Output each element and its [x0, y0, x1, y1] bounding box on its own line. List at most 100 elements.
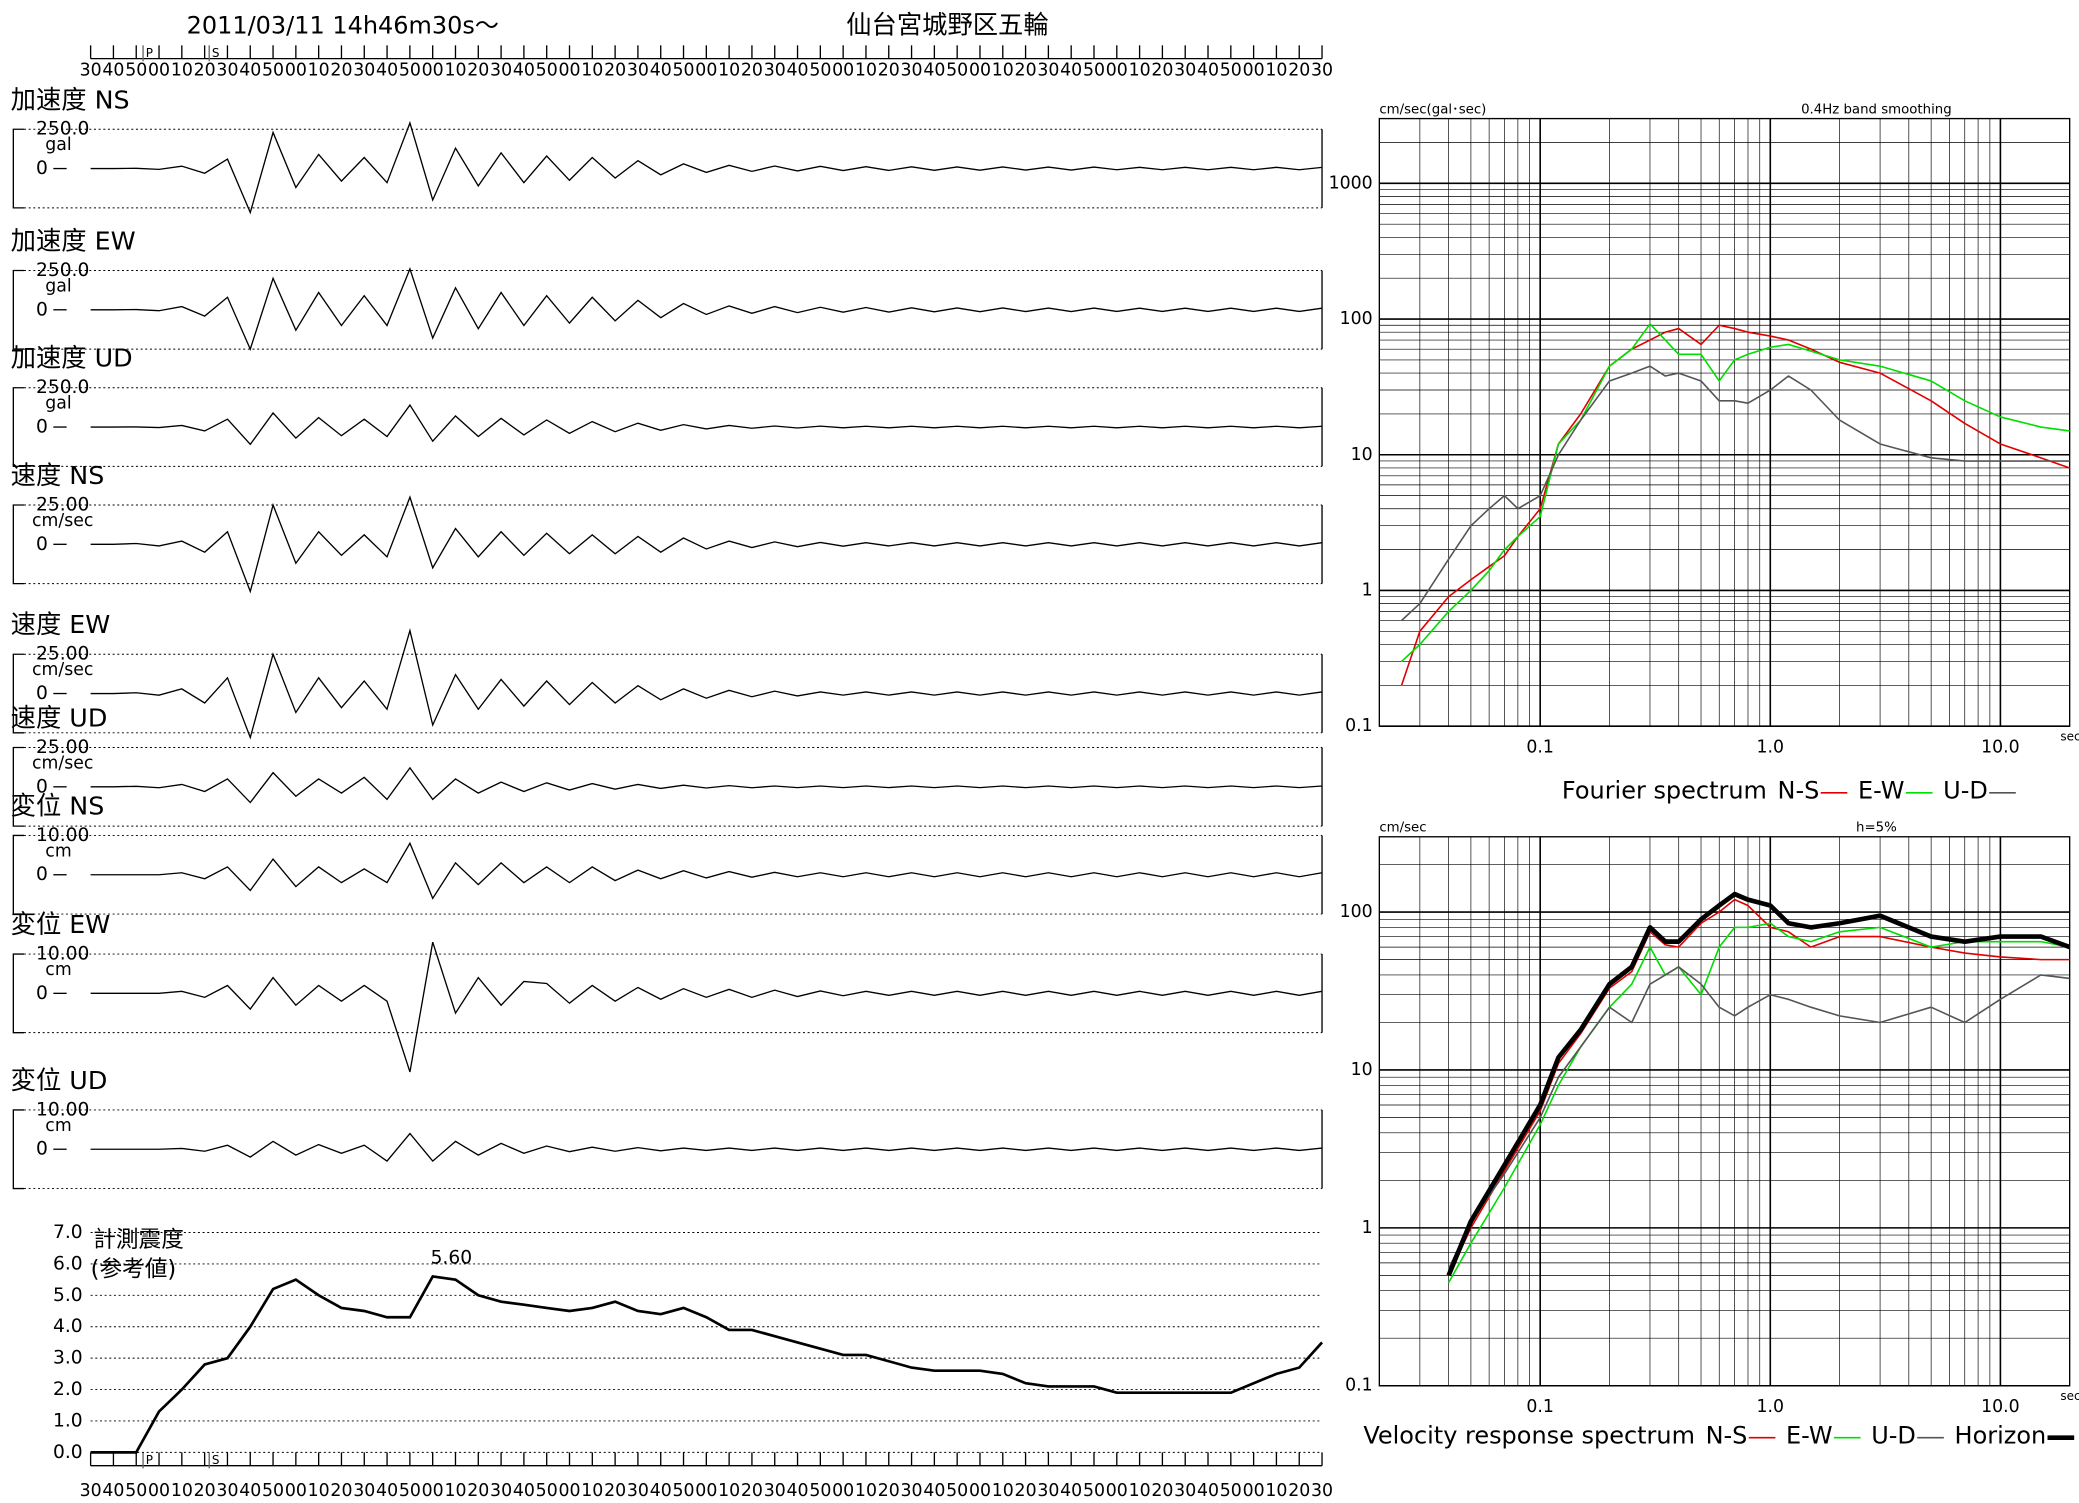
- x-tick-label: 10: [581, 61, 603, 81]
- legend-label: N-S: [1706, 1421, 1748, 1449]
- panel-label: 速度 NS: [11, 461, 105, 490]
- x-tick-label: 10: [171, 61, 193, 81]
- x-tick-label: 10: [1129, 1481, 1151, 1501]
- x-tick-label: 20: [1151, 1481, 1173, 1501]
- y-tick-label: 25.00: [36, 494, 89, 515]
- x-tick-label: 10: [1265, 61, 1287, 81]
- x-tick-label: 50: [536, 1481, 558, 1501]
- annotation: h=5%: [1856, 820, 1897, 835]
- panel-label: 変位 UD: [11, 1066, 108, 1095]
- waveform: [90, 941, 1323, 1073]
- y-tick-label: 0.1: [1345, 1376, 1373, 1396]
- x-tick-label: 10: [992, 61, 1014, 81]
- x-tick-label: 50: [673, 61, 695, 81]
- y-tick-label: 0: [36, 534, 48, 555]
- x-tick-label: 20: [1015, 1481, 1037, 1501]
- x-tick-label: 40: [923, 61, 945, 81]
- x-axis-label: sec: [2060, 729, 2079, 743]
- x-tick-label: 20: [194, 1481, 216, 1501]
- x-tick-label: 00: [832, 1481, 854, 1501]
- x-tick-label: 40: [1197, 1481, 1219, 1501]
- waveform: [90, 266, 1323, 351]
- x-tick-label: 20: [467, 61, 489, 81]
- x-tick-label: 50: [125, 61, 147, 81]
- legend-label: N-S: [1778, 776, 1820, 804]
- legend-title: Velocity response spectrum: [1363, 1421, 1695, 1449]
- x-tick-label: 00: [148, 1481, 170, 1501]
- x-tick-label: 20: [878, 1481, 900, 1501]
- y-tick-label: 10.00: [36, 944, 89, 965]
- waveform: [90, 403, 1323, 446]
- x-tick-label: 40: [376, 61, 398, 81]
- x-tick-label: 20: [194, 61, 216, 81]
- x-tick-label: 30: [627, 1481, 649, 1501]
- y-tick-label: 250.0: [36, 119, 89, 140]
- x-tick-label: 40: [650, 61, 672, 81]
- phase-marker-label: S: [212, 46, 220, 60]
- x-tick-label: 30: [901, 1481, 923, 1501]
- series-line: [1447, 966, 2070, 1270]
- y-tick-label: 0: [36, 864, 48, 885]
- x-tick-label: 10: [308, 1481, 330, 1501]
- x-tick-label: 20: [467, 1481, 489, 1501]
- x-tick-label: 50: [809, 1481, 831, 1501]
- x-tick-label: 40: [1197, 61, 1219, 81]
- x-tick-label: 50: [399, 1481, 421, 1501]
- x-tick-label: 50: [1220, 61, 1242, 81]
- panel-bracket: [12, 653, 24, 734]
- x-tick-label: 00: [148, 61, 170, 81]
- x-tick-label: 10: [171, 1481, 193, 1501]
- panel-bracket: [12, 1109, 24, 1190]
- x-tick-label: 1.0: [1757, 1397, 1785, 1417]
- panel-bracket: [12, 504, 24, 585]
- x-tick-label: 20: [604, 61, 626, 81]
- x-tick-label: 50: [262, 61, 284, 81]
- x-tick-label: 10: [1265, 1481, 1287, 1501]
- y-tick-label: 100: [1340, 902, 1373, 922]
- x-tick-label: 40: [650, 1481, 672, 1501]
- x-tick-label: 10: [855, 61, 877, 81]
- legend-label: U-D: [1943, 776, 1988, 804]
- x-tick-label: 40: [1060, 61, 1082, 81]
- x-tick-label: 1.0: [1757, 738, 1785, 758]
- x-tick-label: 10: [718, 61, 740, 81]
- x-tick-label: 10: [444, 61, 466, 81]
- x-tick-label: 30: [490, 1481, 512, 1501]
- plot-frame: [1378, 836, 2071, 1387]
- y-axis-label: cm/sec(gal･sec): [1379, 102, 1486, 117]
- y-tick-label: 100: [1340, 309, 1373, 329]
- x-tick-label: 00: [422, 61, 444, 81]
- y-tick-label: 0: [36, 1139, 48, 1160]
- unit-label: gal: [45, 135, 71, 155]
- x-tick-label: 30: [764, 61, 786, 81]
- y-tick-label: 6.0: [53, 1253, 83, 1274]
- x-tick-label: 30: [1037, 1481, 1059, 1501]
- y-tick-label: 10: [1351, 1060, 1373, 1080]
- x-tick-label: 20: [878, 61, 900, 81]
- y-tick-label: 0: [36, 299, 48, 320]
- x-tick-label: 30: [216, 61, 238, 81]
- waveform: [90, 1132, 1323, 1163]
- y-tick-label: 250.0: [36, 260, 89, 281]
- x-tick-label: 40: [513, 61, 535, 81]
- x-tick-label: 40: [239, 1481, 261, 1501]
- intensity-line: [90, 1275, 1324, 1454]
- x-tick-label: 40: [923, 1481, 945, 1501]
- x-tick-label: 00: [1106, 61, 1128, 81]
- y-tick-label: 1000: [1329, 173, 1373, 193]
- x-tick-label: 0.1: [1526, 738, 1554, 758]
- x-tick-label: 30: [1311, 61, 1333, 81]
- x-tick-label: 30: [764, 1481, 786, 1501]
- x-tick-label: 10.0: [1981, 738, 2020, 758]
- x-tick-label: 50: [1083, 1481, 1105, 1501]
- panel-bracket: [12, 953, 24, 1034]
- x-tick-label: 30: [1174, 1481, 1196, 1501]
- x-tick-label: 00: [285, 61, 307, 81]
- peak-label: 5.60: [431, 1247, 473, 1268]
- series-line: [1447, 922, 2070, 1284]
- x-tick-label: 40: [102, 61, 124, 81]
- panel-label: 加速度 EW: [11, 227, 136, 256]
- waveform: [90, 766, 1323, 804]
